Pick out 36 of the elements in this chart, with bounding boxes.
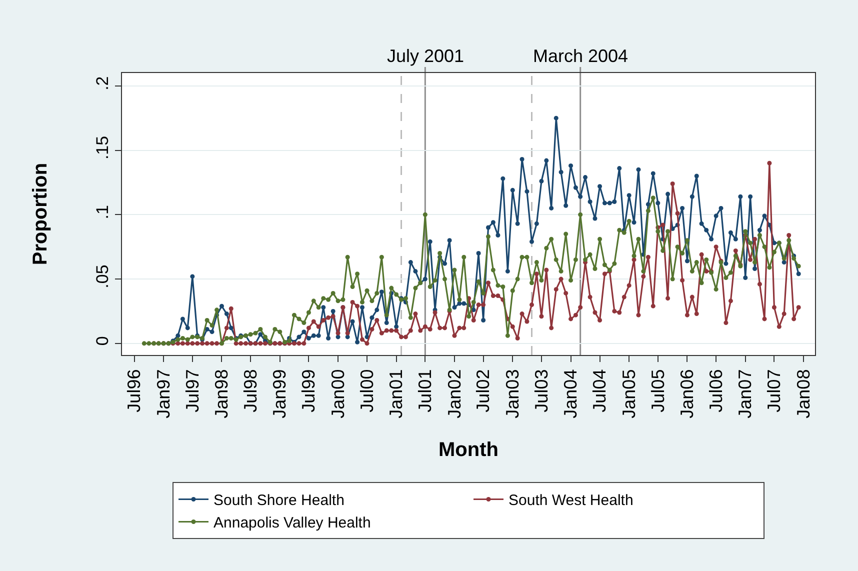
x-tick-label: Jul07 xyxy=(764,369,784,412)
x-tick-label: Jan02 xyxy=(444,369,464,418)
x-tick-label: Jan00 xyxy=(328,369,348,418)
x-tick-label: Jan97 xyxy=(153,369,174,418)
x-tick-label: Jan98 xyxy=(212,369,232,418)
x-tick-label: Jul06 xyxy=(706,369,726,412)
x-tick-label: Jan03 xyxy=(502,369,522,418)
x-tick-label: Jul98 xyxy=(240,369,260,412)
legend-label: South West Health xyxy=(508,492,634,510)
x-axis-title: Month xyxy=(438,438,498,461)
x-tick-label: Jul03 xyxy=(531,369,552,412)
legend-label: Annapolis Valley Health xyxy=(214,514,371,532)
x-tick-label: Jul00 xyxy=(356,369,377,412)
x-tick-label: Jul02 xyxy=(473,369,494,412)
y-tick-label: .05 xyxy=(93,264,112,288)
x-tick-label: Jul99 xyxy=(298,369,319,412)
x-tick-label: Jan07 xyxy=(735,369,756,418)
y-tick-label: .2 xyxy=(93,76,112,90)
x-tick-label: Jan04 xyxy=(560,369,581,418)
x-tick-label: Jul01 xyxy=(415,369,436,412)
x-tick-label: Jul96 xyxy=(124,369,144,412)
ref-line-label: March 2004 xyxy=(533,46,628,66)
y-tick-label: 0 xyxy=(93,336,112,346)
y-axis-title: Proportion xyxy=(30,162,52,266)
x-tick-label: Jan01 xyxy=(386,369,406,418)
x-tick-label: Jan99 xyxy=(270,369,290,418)
x-tick-label: Jul04 xyxy=(590,369,610,412)
x-tick-label: Jan05 xyxy=(618,369,639,418)
x-tick-label: Jul05 xyxy=(648,369,668,412)
ref-line-label: July 2001 xyxy=(387,46,464,66)
x-tick-label: Jul97 xyxy=(182,369,202,412)
y-tick-label: .15 xyxy=(93,136,112,160)
legend-label: South Shore Health xyxy=(214,492,344,510)
x-tick-label: Jan08 xyxy=(793,369,814,418)
y-tick-label: .1 xyxy=(93,204,112,220)
x-tick-label: Jan06 xyxy=(677,369,698,418)
